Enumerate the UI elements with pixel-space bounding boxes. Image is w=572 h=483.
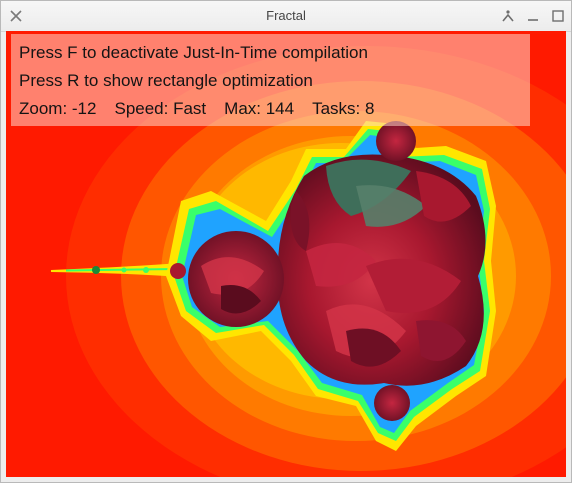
max-readout: Max: 144 <box>224 99 295 118</box>
pin-icon[interactable] <box>497 5 519 27</box>
fractal-canvas[interactable]: Press F to deactivate Just-In-Time compi… <box>6 31 566 477</box>
info-overlay: Press F to deactivate Just-In-Time compi… <box>11 34 530 126</box>
speed-readout: Speed: Fast <box>114 99 207 118</box>
mandelbrot-render <box>6 31 566 477</box>
tasks-readout: Tasks: 8 <box>312 99 375 118</box>
rectangle-hint: Press R to show rectangle optimization <box>19 71 313 90</box>
close-icon[interactable] <box>5 5 27 27</box>
minimize-icon[interactable] <box>522 5 544 27</box>
window-title: Fractal <box>266 8 306 23</box>
maximize-icon[interactable] <box>547 5 569 27</box>
jit-hint: Press F to deactivate Just-In-Time compi… <box>19 43 368 62</box>
zoom-readout: Zoom: -12 <box>19 99 97 118</box>
status-line: Zoom: -12 Speed: Fast Max: 144 Tasks: 8 <box>19 99 374 119</box>
title-bar[interactable]: Fractal <box>1 1 571 32</box>
